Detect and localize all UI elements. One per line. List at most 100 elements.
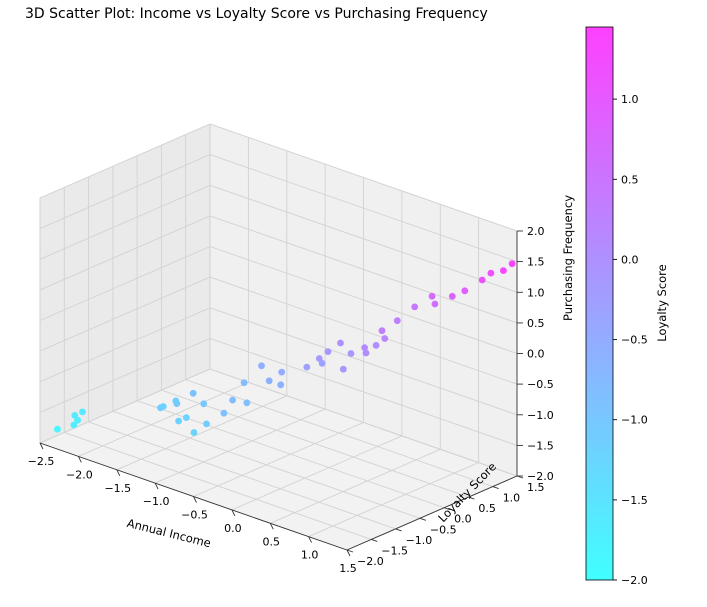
y-tick	[419, 517, 427, 521]
colorbar-tick-label: −1.5	[621, 494, 648, 507]
x-tick-label: −1.0	[143, 495, 170, 508]
data-point	[70, 421, 78, 429]
grid-line	[209, 215, 518, 324]
data-point	[79, 408, 86, 416]
data-point	[372, 342, 380, 349]
data-point	[189, 389, 197, 397]
grid-line	[209, 154, 518, 263]
grid-line	[308, 462, 479, 538]
grid-line	[78, 381, 249, 457]
grid-line	[88, 421, 396, 530]
y-tick-label: −0.5	[430, 523, 457, 536]
y-tick	[443, 507, 451, 511]
grid-line	[209, 276, 518, 385]
data-point	[361, 344, 368, 351]
grid-line	[39, 184, 211, 260]
data-point	[448, 292, 456, 300]
data-point	[277, 381, 285, 389]
colorbar-tick-label: −0.5	[621, 334, 648, 347]
chart-title: 3D Scatter Plot: Income vs Loyalty Score…	[25, 6, 488, 22]
colorbar: −2.0 −1.5 −1.0 −0.5 0.0 0.5 1.0	[585, 26, 648, 587]
data-point	[172, 397, 180, 405]
axis-ticks: −2.5−2.0−1.5−1.0−0.50.00.51.01.5−2.0−1.5…	[28, 225, 554, 575]
x-tick-label: −0.5	[181, 509, 208, 522]
x-tick	[154, 482, 159, 490]
grid-line	[209, 246, 518, 354]
y-axis-line	[346, 475, 518, 551]
data-point	[318, 359, 326, 367]
x-tick	[346, 549, 351, 557]
data-point	[278, 368, 286, 376]
grid-line	[39, 276, 211, 352]
x-tick-label: −2.5	[28, 455, 55, 468]
data-point	[265, 377, 273, 385]
grid-line	[209, 337, 518, 446]
data-point	[159, 403, 167, 410]
data-point	[229, 396, 237, 404]
x-tick	[231, 509, 236, 517]
x-tick-label: 0.0	[224, 522, 242, 535]
data-point	[508, 260, 516, 268]
grid-line	[39, 246, 211, 321]
data-point	[347, 350, 355, 357]
z-tick-label: −1.0	[527, 409, 554, 422]
grid-line	[270, 448, 441, 524]
grid-line	[209, 123, 518, 232]
y-tick-label: 1.5	[527, 481, 545, 494]
colorbar-label: Loyalty Score	[655, 264, 669, 341]
colorbar-tick-label: 1.0	[621, 93, 639, 106]
data-point	[378, 327, 386, 335]
z-tick-label: −2.0	[527, 470, 554, 483]
grid-line	[154, 408, 326, 484]
data-point	[428, 292, 436, 300]
data-point	[393, 317, 401, 325]
y-tick-label: 0.0	[454, 513, 472, 526]
colorbar-tick-label: −2.0	[621, 574, 648, 587]
z-tick-label: 0.5	[527, 317, 545, 330]
grid-line	[64, 431, 372, 540]
z-tick-label: 0.0	[527, 348, 545, 361]
y-tick	[346, 549, 354, 553]
grid-line	[112, 410, 421, 519]
data-point	[200, 400, 208, 408]
z-tick-label: −0.5	[527, 378, 554, 391]
y-tick	[371, 538, 378, 542]
data-point	[381, 335, 389, 342]
grid-line	[193, 422, 364, 497]
y-tick-label: −2.0	[357, 555, 384, 568]
data-point	[74, 416, 81, 424]
data-point	[203, 420, 210, 428]
colorbar-tick-label: 0.0	[621, 253, 639, 266]
grid-line	[39, 307, 211, 383]
data-point	[478, 276, 486, 284]
x-tick	[116, 469, 121, 477]
colorbar-tick-label: 0.5	[621, 173, 639, 186]
x-tick	[193, 496, 197, 503]
y-tick	[492, 486, 499, 490]
grid-line	[209, 368, 518, 477]
data-point	[220, 409, 228, 417]
z-tick-label: 2.0	[527, 225, 545, 238]
data-point	[324, 348, 332, 355]
data-point	[461, 287, 469, 295]
y-tick	[395, 528, 402, 532]
grid-line	[39, 215, 211, 291]
data-point	[339, 365, 347, 373]
x-tick	[308, 536, 313, 543]
grid-line	[39, 337, 211, 413]
data-points	[54, 260, 516, 436]
z-axis-label: Purchasing Frequency	[561, 195, 575, 321]
data-point	[258, 362, 265, 370]
grid-line	[185, 379, 493, 488]
grid-line	[209, 307, 518, 416]
data-point	[175, 417, 183, 425]
data-point	[411, 303, 419, 311]
grid-line	[209, 184, 518, 293]
x-tick	[77, 456, 82, 463]
x-tick-label: 1.0	[301, 549, 319, 562]
grid-lines	[39, 123, 518, 551]
y-tick-label: 0.5	[478, 502, 496, 515]
grid-line	[231, 435, 403, 511]
data-point	[240, 379, 248, 387]
data-point	[190, 429, 198, 436]
